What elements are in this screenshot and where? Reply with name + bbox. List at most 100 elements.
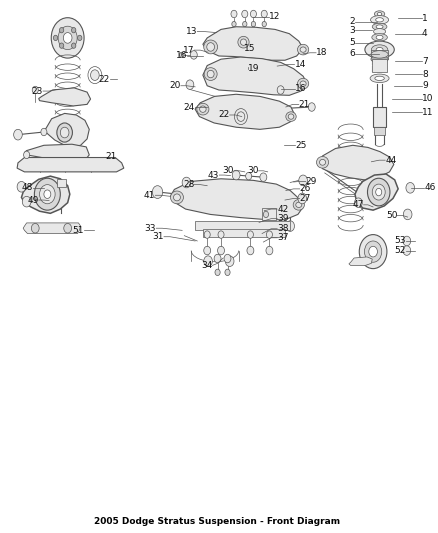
Circle shape [359,235,387,269]
Ellipse shape [376,47,383,52]
Ellipse shape [204,40,218,54]
Polygon shape [195,94,294,130]
Text: 50: 50 [386,211,397,220]
Text: 33: 33 [145,224,156,233]
Text: 3: 3 [349,26,355,35]
Polygon shape [171,179,303,220]
Circle shape [231,10,237,18]
Polygon shape [25,144,89,161]
Circle shape [298,193,307,204]
Polygon shape [39,88,91,106]
Ellipse shape [297,44,309,55]
Bar [57,179,67,187]
Circle shape [60,127,69,138]
Ellipse shape [207,70,214,78]
Ellipse shape [197,103,209,115]
Circle shape [299,175,307,185]
Circle shape [32,86,38,94]
Circle shape [64,223,71,233]
Circle shape [60,43,64,49]
Circle shape [403,209,412,220]
Text: 27: 27 [300,194,311,203]
Bar [203,229,285,237]
Text: 16: 16 [295,84,307,93]
Circle shape [232,21,236,27]
Polygon shape [203,27,303,60]
Text: 30: 30 [223,166,234,175]
Text: 41: 41 [144,191,155,200]
Text: 21: 21 [299,100,310,109]
Circle shape [204,246,211,255]
Text: 12: 12 [268,12,280,21]
Ellipse shape [293,199,304,210]
Ellipse shape [376,18,383,22]
Circle shape [204,256,212,266]
Circle shape [372,184,385,200]
Ellipse shape [371,15,389,24]
Text: 46: 46 [424,183,435,192]
Circle shape [246,172,252,180]
Text: 34: 34 [201,261,212,270]
Text: 22: 22 [219,110,230,119]
Ellipse shape [240,39,247,45]
Circle shape [218,231,224,238]
Circle shape [367,178,390,206]
Text: 53: 53 [395,237,406,246]
Text: 18: 18 [316,49,328,57]
Circle shape [180,52,184,58]
Text: 14: 14 [294,60,306,69]
Circle shape [262,21,266,27]
Polygon shape [355,174,398,210]
Ellipse shape [286,112,296,122]
Text: 48: 48 [22,183,33,192]
Ellipse shape [204,68,217,80]
Text: 38: 38 [277,224,289,233]
Circle shape [277,86,284,94]
Text: 20: 20 [170,81,181,90]
Polygon shape [320,146,394,180]
Text: 31: 31 [152,232,164,241]
Ellipse shape [375,76,384,80]
Circle shape [403,236,411,246]
Circle shape [24,151,30,159]
Circle shape [243,21,247,27]
Bar [371,50,388,59]
Ellipse shape [370,74,389,83]
Circle shape [60,28,64,33]
Circle shape [247,231,254,238]
Circle shape [51,18,84,58]
Circle shape [44,190,51,198]
Polygon shape [23,223,81,233]
Text: 19: 19 [248,64,259,73]
Ellipse shape [371,55,388,63]
Text: 4: 4 [422,29,427,38]
Polygon shape [44,114,89,147]
Circle shape [22,196,31,207]
Circle shape [225,256,234,266]
Circle shape [53,35,58,41]
Text: 49: 49 [27,196,39,205]
Ellipse shape [374,11,385,17]
Circle shape [354,198,362,207]
Polygon shape [349,257,372,265]
Text: 24: 24 [184,102,195,111]
Circle shape [237,112,245,122]
Text: 47: 47 [352,200,364,209]
Ellipse shape [317,157,328,168]
Circle shape [218,246,225,255]
Ellipse shape [376,35,383,39]
Text: 2005 Dodge Stratus Suspension - Front Diagram: 2005 Dodge Stratus Suspension - Front Di… [94,517,340,526]
Text: 10: 10 [422,94,434,103]
Circle shape [308,103,315,111]
Text: 51: 51 [72,226,84,235]
Text: 29: 29 [306,177,317,186]
Circle shape [186,80,194,90]
Circle shape [71,28,76,33]
Circle shape [224,254,231,263]
Circle shape [182,177,191,188]
Ellipse shape [320,159,325,165]
Circle shape [251,10,257,18]
Text: 26: 26 [300,184,311,193]
Circle shape [204,231,210,238]
Text: 21: 21 [106,152,117,161]
